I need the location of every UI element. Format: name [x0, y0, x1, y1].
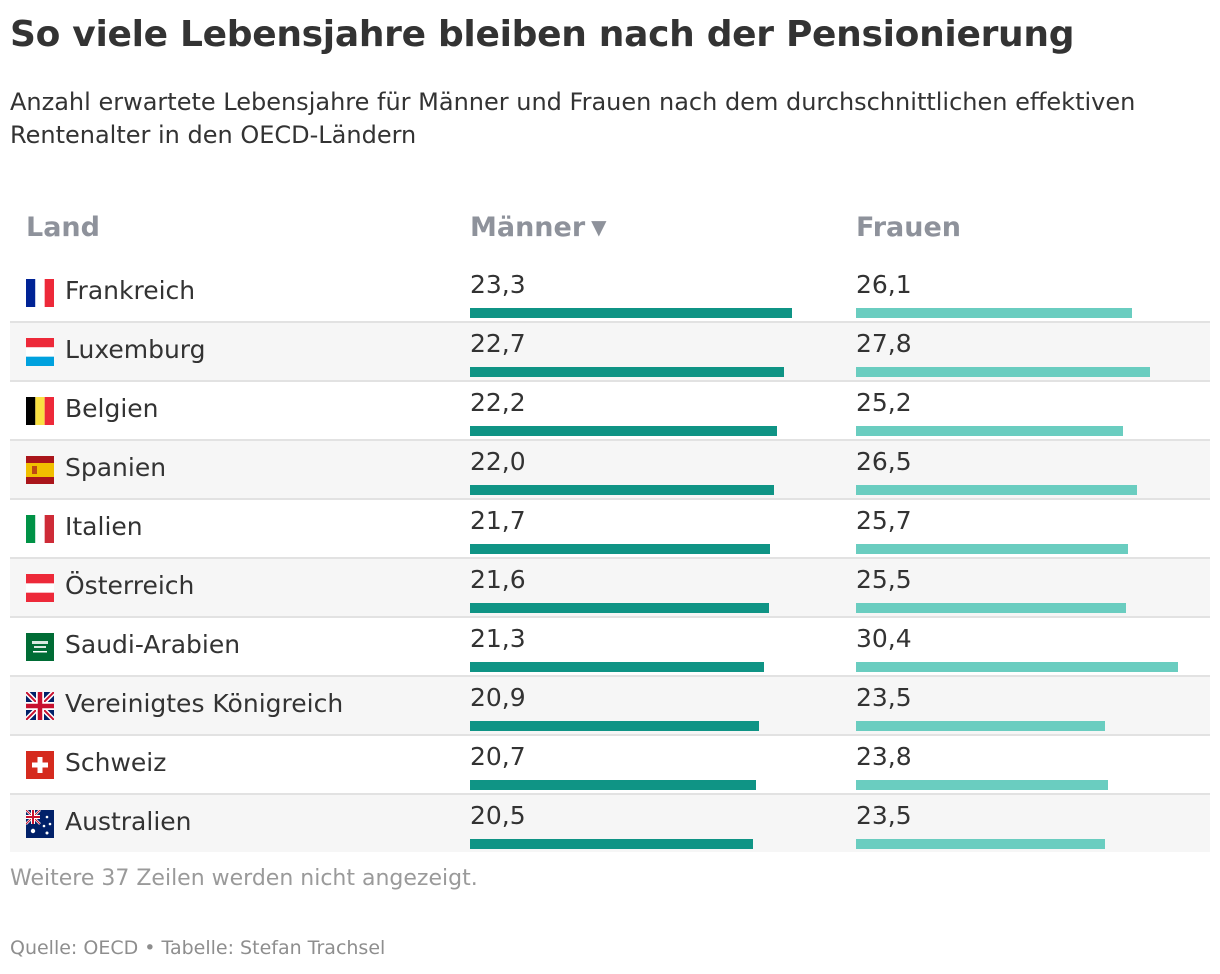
frauen-bar	[856, 308, 1132, 318]
maenner-value: 22,2	[470, 388, 526, 417]
column-header-land-label: Land	[26, 212, 100, 243]
maenner-value: 21,3	[470, 624, 526, 653]
frauen-bar	[856, 662, 1178, 672]
maenner-bar	[470, 485, 774, 495]
frauen-value: 23,8	[856, 742, 912, 771]
country-label: Australien	[65, 807, 192, 836]
column-header-frauen[interactable]: Frauen	[856, 212, 961, 243]
luxembourg-flag-icon	[26, 338, 54, 366]
data-table: Frankreich 23,3 26,1 Luxemburg 22,7 27,8 Belgi…	[10, 264, 1210, 852]
maenner-bar	[470, 426, 777, 436]
table-row: Luxemburg 22,7 27,8	[10, 323, 1210, 382]
frauen-value: 25,5	[856, 565, 912, 594]
maenner-bar	[470, 603, 769, 613]
spain-flag-icon	[26, 456, 54, 484]
country-label: Vereinigtes Königreich	[65, 689, 344, 718]
country-label: Luxemburg	[65, 335, 206, 364]
country-label: Belgien	[65, 394, 159, 423]
table-row: Belgien 22,2 25,2	[10, 382, 1210, 441]
country-label: Saudi-Arabien	[65, 630, 241, 659]
frauen-bar	[856, 780, 1108, 790]
maenner-value: 22,7	[470, 329, 526, 358]
table-row: Australien 20,5 23,5	[10, 795, 1210, 852]
table-row: Schweiz 20,7 23,8	[10, 736, 1210, 795]
table-row: Saudi-Arabien 21,3 30,4	[10, 618, 1210, 677]
frauen-bar	[856, 426, 1123, 436]
maenner-value: 23,3	[470, 270, 526, 299]
italy-flag-icon	[26, 515, 54, 543]
column-header-frauen-label: Frauen	[856, 212, 962, 243]
maenner-bar	[470, 721, 759, 731]
maenner-bar	[470, 780, 756, 790]
column-header-maenner[interactable]: Männer ▼	[470, 212, 607, 243]
country-label: Frankreich	[65, 276, 196, 305]
column-header-maenner-label: Männer	[470, 212, 586, 243]
saudi-arabia-flag-icon	[26, 633, 54, 661]
frauen-value: 25,2	[856, 388, 912, 417]
column-header-land[interactable]: Land	[26, 212, 100, 243]
more-rows-note: Weitere 37 Zeilen werden nicht angezeigt…	[10, 866, 478, 891]
france-flag-icon	[26, 279, 54, 307]
country-label: Spanien	[65, 453, 167, 482]
country-label: Österreich	[65, 571, 195, 600]
maenner-value: 20,7	[470, 742, 526, 771]
table-row: Vereinigtes Königreich 20,9 23,5	[10, 677, 1210, 736]
chart-title: So viele Lebensjahre bleiben nach der Pe…	[10, 14, 1075, 55]
frauen-bar	[856, 721, 1105, 731]
frauen-bar	[856, 603, 1126, 613]
maenner-bar	[470, 367, 784, 377]
belgium-flag-icon	[26, 397, 54, 425]
frauen-value: 25,7	[856, 506, 912, 535]
uk-flag-icon	[26, 692, 54, 720]
frauen-bar	[856, 485, 1137, 495]
maenner-bar	[470, 308, 792, 318]
maenner-bar	[470, 544, 770, 554]
frauen-bar	[856, 367, 1150, 377]
sort-down-icon: ▼	[591, 215, 607, 239]
frauen-value: 27,8	[856, 329, 912, 358]
chart-subtitle: Anzahl erwartete Lebensjahre für Männer …	[10, 88, 1136, 149]
maenner-bar	[470, 662, 764, 672]
frauen-value: 23,5	[856, 801, 912, 830]
maenner-value: 21,7	[470, 506, 526, 535]
source-note: Quelle: OECD • Tabelle: Stefan Trachsel	[10, 937, 386, 959]
table-row: Frankreich 23,3 26,1	[10, 264, 1210, 323]
frauen-bar	[856, 839, 1105, 849]
switzerland-flag-icon	[26, 751, 54, 779]
maenner-bar	[470, 839, 753, 849]
maenner-value: 20,5	[470, 801, 526, 830]
frauen-value: 30,4	[856, 624, 912, 653]
austria-flag-icon	[26, 574, 54, 602]
country-label: Schweiz	[65, 748, 167, 777]
maenner-value: 20,9	[470, 683, 526, 712]
frauen-bar	[856, 544, 1128, 554]
frauen-value: 26,5	[856, 447, 912, 476]
table-row: Italien 21,7 25,7	[10, 500, 1210, 559]
maenner-value: 21,6	[470, 565, 526, 594]
table-row: Österreich 21,6 25,5	[10, 559, 1210, 618]
country-label: Italien	[65, 512, 143, 541]
frauen-value: 26,1	[856, 270, 912, 299]
maenner-value: 22,0	[470, 447, 526, 476]
australia-flag-icon	[26, 810, 54, 838]
table-row: Spanien 22,0 26,5	[10, 441, 1210, 500]
frauen-value: 23,5	[856, 683, 912, 712]
